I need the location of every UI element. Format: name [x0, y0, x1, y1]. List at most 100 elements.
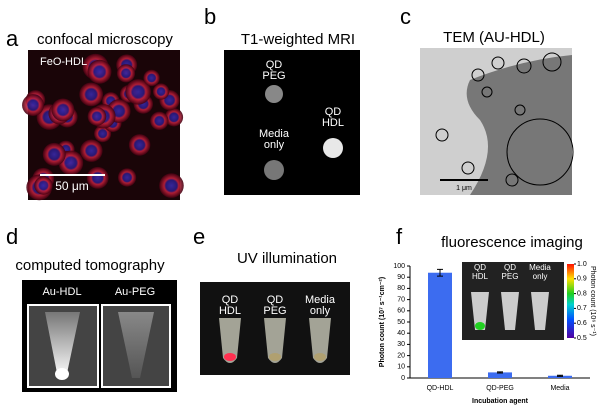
y-tick-label: 70 [397, 296, 405, 303]
cell [51, 98, 75, 122]
panel-title: confocal microscopy [37, 31, 173, 48]
label-line: QD [504, 263, 516, 272]
label-line: QD [474, 263, 486, 272]
mri-image [224, 50, 360, 195]
tube-tip [314, 353, 326, 361]
sample-label: QD PEG [262, 59, 285, 82]
cell [116, 64, 136, 83]
ct-cone [118, 312, 154, 378]
panel-letter: f [396, 224, 403, 249]
panel-letter: e [193, 224, 205, 249]
bar [488, 372, 512, 378]
cell [125, 79, 151, 105]
inset-tube [501, 292, 519, 330]
y-axis-label: Photon count (10⁷ s⁻¹cm⁻²) [379, 277, 386, 367]
y-tick-label: 60 [397, 308, 405, 315]
y-tick-label: 10 [397, 364, 405, 371]
cell [22, 94, 44, 117]
cell [117, 168, 137, 187]
sample-label: Media only [529, 263, 551, 281]
cell [150, 111, 169, 131]
sample-label: Au-PEG [115, 286, 155, 298]
colorbar-tick-label: 0.9 [577, 276, 587, 283]
scale-label: 50 μm [55, 179, 89, 193]
tubes [219, 318, 331, 363]
label-line: HDL [219, 305, 241, 317]
colorbar-tick-label: 0.5 [577, 335, 587, 342]
cell [79, 82, 104, 107]
sample-label: QD HDL [472, 263, 489, 281]
panel-letter: b [204, 4, 216, 29]
sample-spot [265, 85, 283, 103]
scale-label: 1 μm [456, 185, 472, 192]
sample-spot [323, 138, 343, 158]
label-line: QD [267, 294, 284, 306]
colorbar [567, 264, 574, 338]
image-label: FeO-HDL [40, 56, 87, 68]
sample-label: QD HDL [322, 106, 344, 129]
panel-letter: a [6, 26, 19, 51]
y-tick-label: 90 [397, 274, 405, 281]
label-line: QD [222, 294, 239, 306]
cell [128, 134, 151, 156]
sample-label: QD HDL [219, 294, 241, 317]
panel-title: TEM (AU-HDL) [443, 29, 545, 46]
colorbar-label: Photon count (10⁶ s⁻¹) [589, 266, 596, 336]
inset-tube [531, 292, 549, 330]
cell [87, 107, 107, 126]
sample-spot [264, 160, 284, 180]
cell [152, 83, 170, 100]
sample-label: Au-HDL [42, 286, 81, 298]
x-tick-label: QD-PEG [486, 385, 514, 392]
cell-region [466, 55, 572, 195]
cell [87, 59, 112, 84]
colorbar-tick-label: 0.8 [577, 290, 587, 297]
sample-label: Media only [259, 128, 290, 151]
y-tick-label: 50 [397, 319, 405, 326]
particle-circles [435, 52, 574, 187]
ct-hotspot [55, 368, 69, 380]
cell [159, 173, 184, 198]
label-line: PEG [502, 272, 519, 281]
colorbar-tick-label: 1.0 [577, 261, 587, 268]
x-tick-label: Media [550, 385, 569, 392]
sample-label: QD PEG [263, 294, 286, 317]
y-tick-label: 80 [397, 285, 405, 292]
panel-title: fluorescence imaging [441, 234, 583, 251]
panel-title: T1-weighted MRI [241, 31, 355, 48]
error-bar [557, 374, 563, 377]
panel-title: computed tomography [15, 257, 165, 274]
error-bar [497, 371, 503, 374]
bar [428, 272, 452, 378]
cell [164, 108, 184, 127]
tube-tip [224, 353, 236, 361]
label-line: PEG [263, 305, 286, 317]
cells [22, 53, 184, 201]
tube [219, 318, 241, 363]
tube [264, 318, 286, 363]
cell [143, 69, 160, 87]
x-tick-label: QD-HDL [427, 385, 454, 392]
inset-tube [471, 292, 489, 330]
y-tick-label: 0 [401, 375, 405, 382]
label-line: Media [529, 263, 551, 272]
inset-signal [475, 322, 485, 330]
panel-letter: d [6, 224, 18, 249]
colorbar-tick-label: 0.7 [577, 305, 587, 312]
bar [548, 375, 572, 378]
label-line: only [310, 305, 331, 317]
y-tick-label: 100 [393, 263, 405, 270]
y-tick-label: 30 [397, 341, 405, 348]
tube-tip [269, 353, 281, 361]
cell [42, 142, 66, 166]
cell [80, 139, 103, 162]
x-axis-label: Incubation agent [472, 398, 529, 405]
error-bar [437, 268, 443, 277]
cell [34, 176, 53, 195]
label-line: HDL [472, 272, 489, 281]
y-tick-label: 20 [397, 352, 405, 359]
cell [86, 166, 109, 189]
panel-title: UV illumination [237, 250, 337, 267]
label-line: Media [305, 294, 336, 306]
